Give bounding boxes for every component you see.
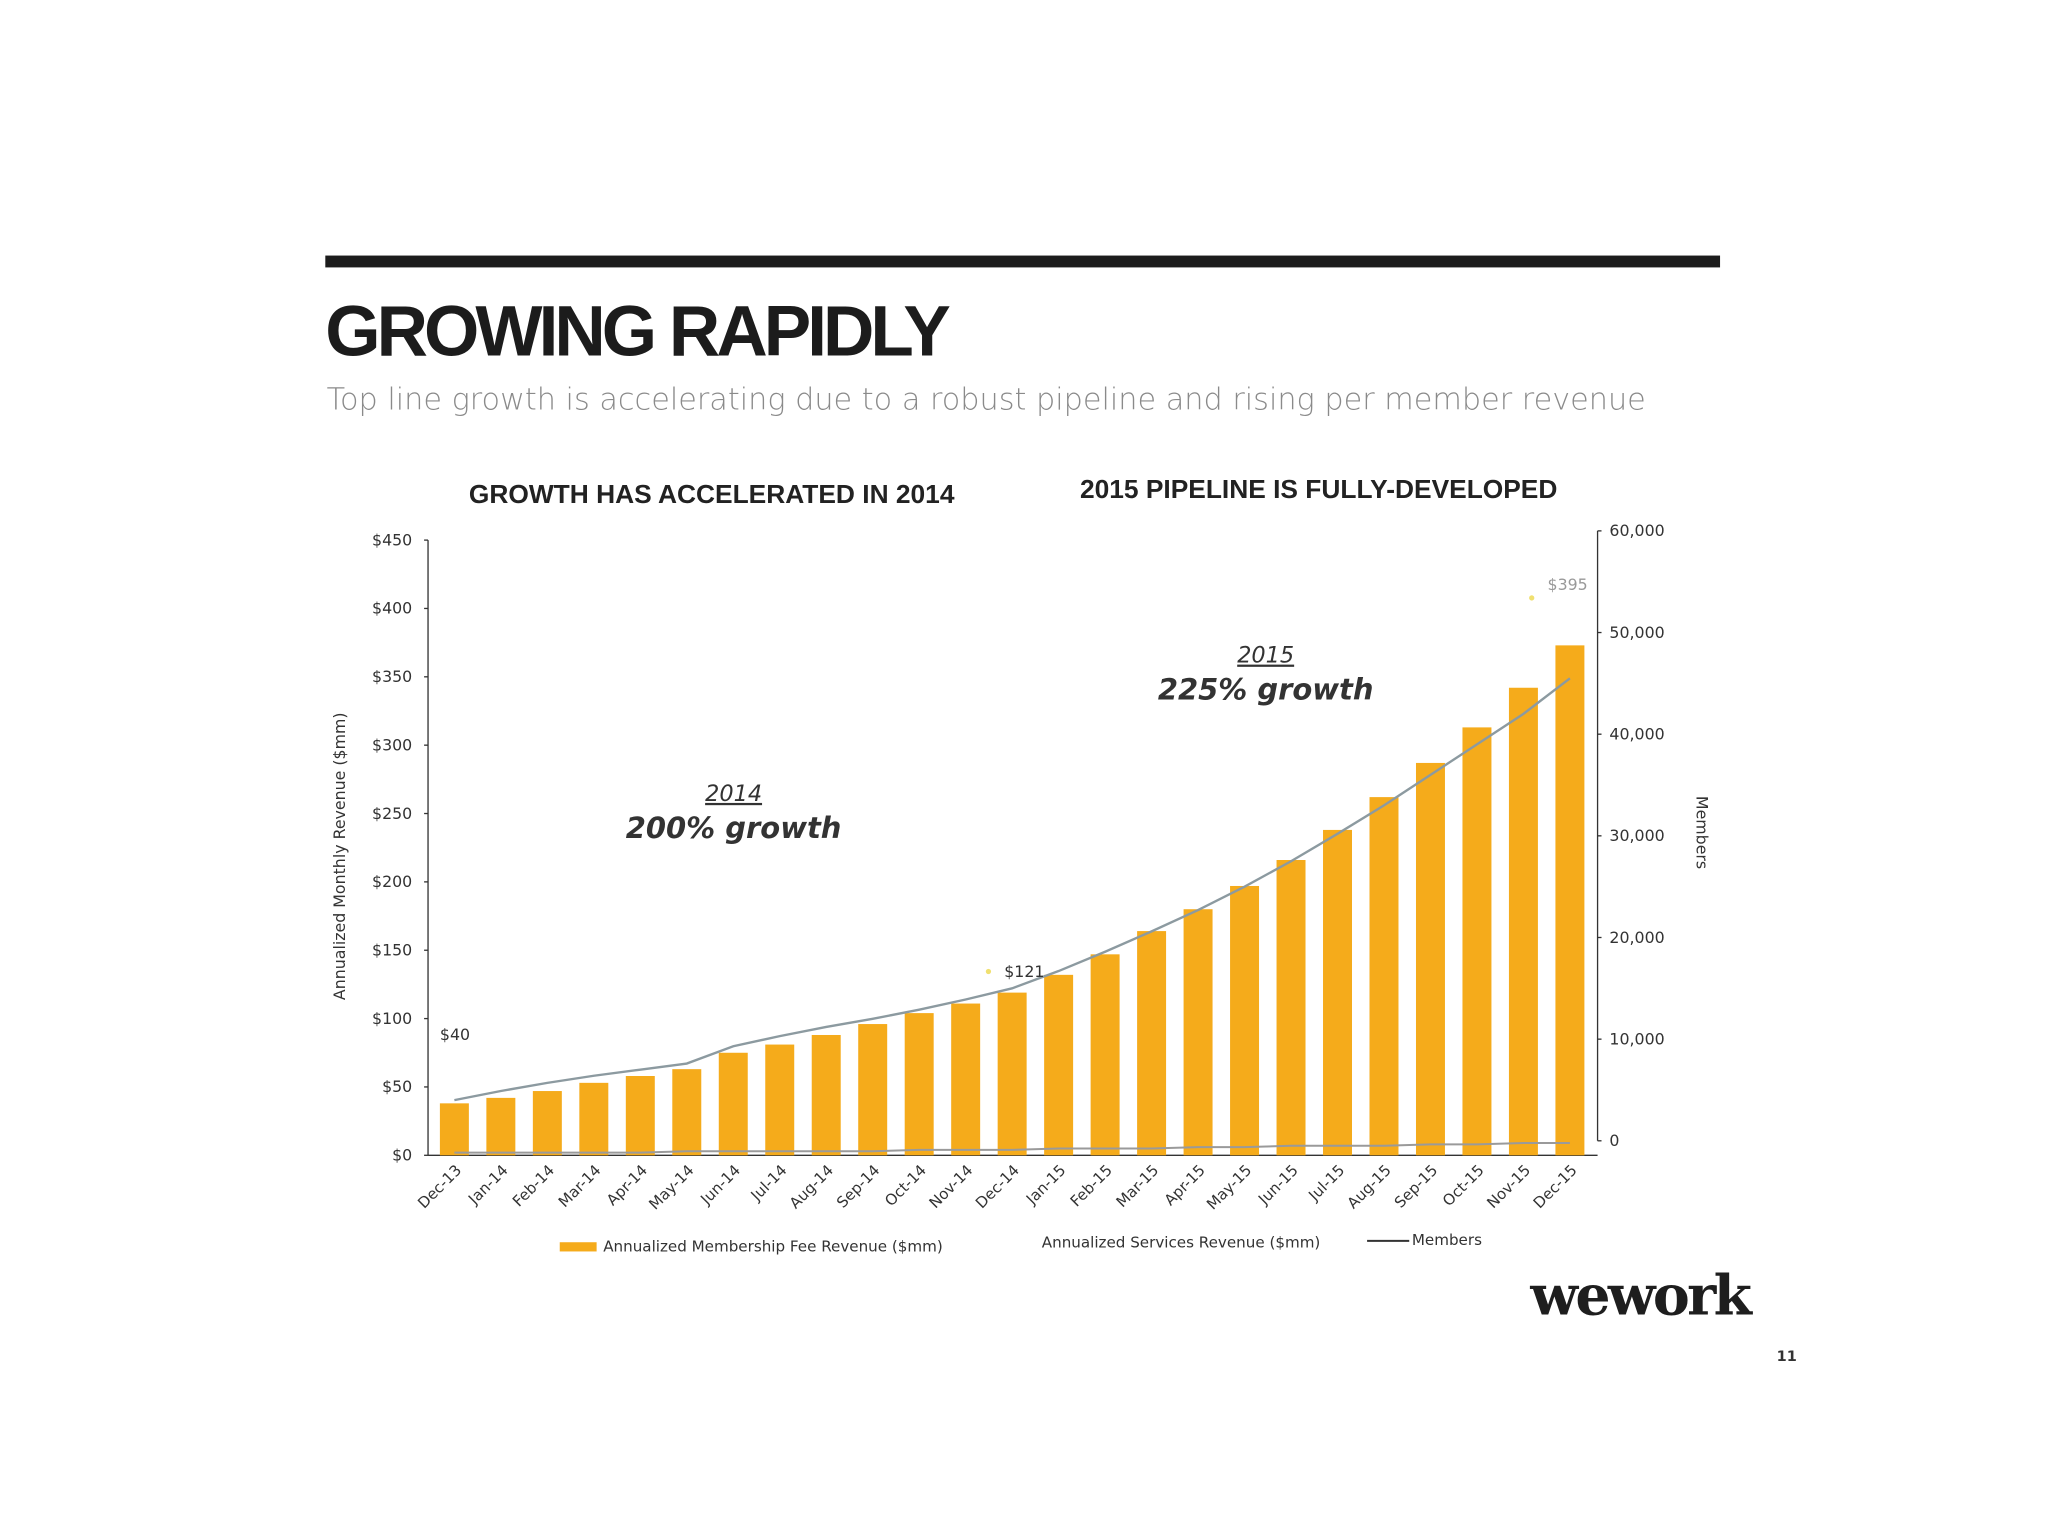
slide-subtitle: Top line growth is accelerating due to a… <box>327 383 1646 418</box>
chart: $0 $50 $100 $150 $200 $250 $300 $350 $400 $450 0 10… <box>330 521 1711 1255</box>
x-tick-label: May-15 <box>1203 1161 1255 1213</box>
x-tick-label: Nov-15 <box>1483 1161 1534 1212</box>
section-title-left: GROWTH HAS ACCELERATED IN 2014 <box>469 479 955 509</box>
bar-Feb-15 <box>1090 954 1120 1156</box>
y-tick-label: $350 <box>372 667 412 686</box>
x-tick-label: Dec-15 <box>1530 1161 1581 1212</box>
y-tick-label: $200 <box>372 872 412 891</box>
data-label: $395 <box>1548 575 1588 594</box>
x-tick-label: Sep-15 <box>1391 1161 1441 1211</box>
bar-Nov-15 <box>1508 687 1538 1156</box>
y2-tick-label: 20,000 <box>1609 928 1664 947</box>
x-tick-label: Jul-14 <box>747 1161 791 1205</box>
legend-membership: Annualized Membership Fee Revenue ($mm) <box>603 1237 943 1255</box>
bar-Feb-14 <box>532 1091 562 1156</box>
y2-tick-label: 50,000 <box>1609 623 1664 642</box>
bar-Oct-14 <box>904 1013 934 1156</box>
y-tick-label: $450 <box>372 530 412 549</box>
annotation-2014-growth: 200% growth <box>626 811 842 845</box>
y2-tick-label: 0 <box>1609 1131 1619 1150</box>
bar-Oct-15 <box>1462 727 1492 1156</box>
bar-Jul-14 <box>765 1044 795 1156</box>
legend: Annualized Membership Fee Revenue ($mm) … <box>559 1231 1482 1255</box>
y2-tick-label: 30,000 <box>1609 826 1664 845</box>
bar-Jul-15 <box>1323 829 1352 1156</box>
legend-services: Annualized Services Revenue ($mm) <box>1042 1234 1321 1252</box>
bar-Mar-14 <box>579 1082 609 1156</box>
data-label: $40 <box>440 1025 470 1044</box>
y-axis-label: Annualized Monthly Revenue ($mm) <box>330 712 349 1000</box>
x-tick-label: Nov-14 <box>926 1161 977 1212</box>
legend-swatch-membership <box>559 1242 597 1252</box>
x-tick-label: Aug-14 <box>786 1161 837 1212</box>
bar-Mar-15 <box>1137 931 1167 1156</box>
bar-Dec-15 <box>1555 645 1585 1156</box>
x-tick-label: Dec-14 <box>972 1161 1023 1212</box>
x-tick-label: Dec-13 <box>414 1161 465 1212</box>
y2-axis-label: Members <box>1692 796 1711 869</box>
bar-Apr-14 <box>625 1076 655 1156</box>
bar-Apr-15 <box>1183 909 1213 1156</box>
y-tick-label: $50 <box>382 1077 412 1096</box>
header-rule <box>325 255 1721 268</box>
bar-Aug-15 <box>1369 797 1399 1156</box>
y-tick-label: $100 <box>372 1009 412 1028</box>
data-label-marker <box>1529 595 1535 601</box>
annotation-2015-year: 2015 <box>1237 643 1294 669</box>
x-tick-label: Oct-14 <box>881 1161 930 1210</box>
x-tick-label: Aug-15 <box>1344 1161 1395 1212</box>
annotation-2015-growth: 225% growth <box>1158 672 1374 706</box>
y2-tick-label: 10,000 <box>1609 1029 1664 1048</box>
x-tick-label: Apr-15 <box>1161 1161 1209 1209</box>
x-tick-label: Jun-15 <box>1254 1161 1302 1209</box>
page-number: 11 <box>1777 1349 1797 1365</box>
data-label-marker <box>985 968 992 975</box>
bar-Jun-15 <box>1276 860 1306 1156</box>
bar-May-15 <box>1230 885 1260 1156</box>
bar-Jan-15 <box>1044 974 1074 1156</box>
y-tick-label: $300 <box>372 735 412 754</box>
y2-tick-label: 60,000 <box>1609 521 1664 540</box>
bar-Dec-14 <box>997 992 1027 1156</box>
members-line <box>454 677 1571 1102</box>
x-tick-label: Jul-15 <box>1304 1161 1348 1205</box>
legend-members: Members <box>1412 1231 1482 1249</box>
x-tick-label: Oct-15 <box>1439 1161 1488 1210</box>
bar-Sep-15 <box>1415 762 1445 1156</box>
bar-Nov-14 <box>951 1003 981 1156</box>
y2-tick-label: 40,000 <box>1609 724 1664 743</box>
slide-title: GROWING RAPIDLY <box>325 293 950 372</box>
section-title-right: 2015 PIPELINE IS FULLY-DEVELOPED <box>1080 474 1557 504</box>
annotation-2014-year: 2014 <box>705 781 762 807</box>
x-tick-label: Feb-14 <box>509 1161 558 1210</box>
data-label: $121 <box>1004 962 1044 981</box>
x-tick-label: Apr-14 <box>603 1161 651 1209</box>
x-tick-label: Jan-15 <box>1022 1161 1069 1208</box>
x-tick-label: Jan-14 <box>464 1161 511 1208</box>
bar-Jun-14 <box>718 1052 748 1156</box>
x-tick-label: Sep-14 <box>833 1161 883 1211</box>
services-revenue-line <box>454 1142 1570 1154</box>
x-tick-label: Mar-15 <box>1113 1161 1163 1211</box>
y-tick-label: $250 <box>372 804 412 823</box>
x-tick-label: Feb-15 <box>1067 1161 1116 1210</box>
bar-May-14 <box>672 1069 702 1156</box>
bar-Jan-14 <box>486 1097 516 1156</box>
bar-Sep-14 <box>858 1024 888 1156</box>
bar-Dec-13 <box>439 1103 469 1156</box>
bar-Aug-14 <box>811 1034 841 1156</box>
x-tick-label: May-14 <box>645 1161 697 1213</box>
x-tick-label: Mar-14 <box>555 1161 605 1211</box>
y-tick-label: $0 <box>392 1146 412 1165</box>
wework-logo: wework <box>1529 1264 1753 1329</box>
y-tick-label: $400 <box>372 599 412 618</box>
x-tick-label: Jun-14 <box>696 1161 744 1209</box>
y-tick-label: $150 <box>372 940 412 959</box>
